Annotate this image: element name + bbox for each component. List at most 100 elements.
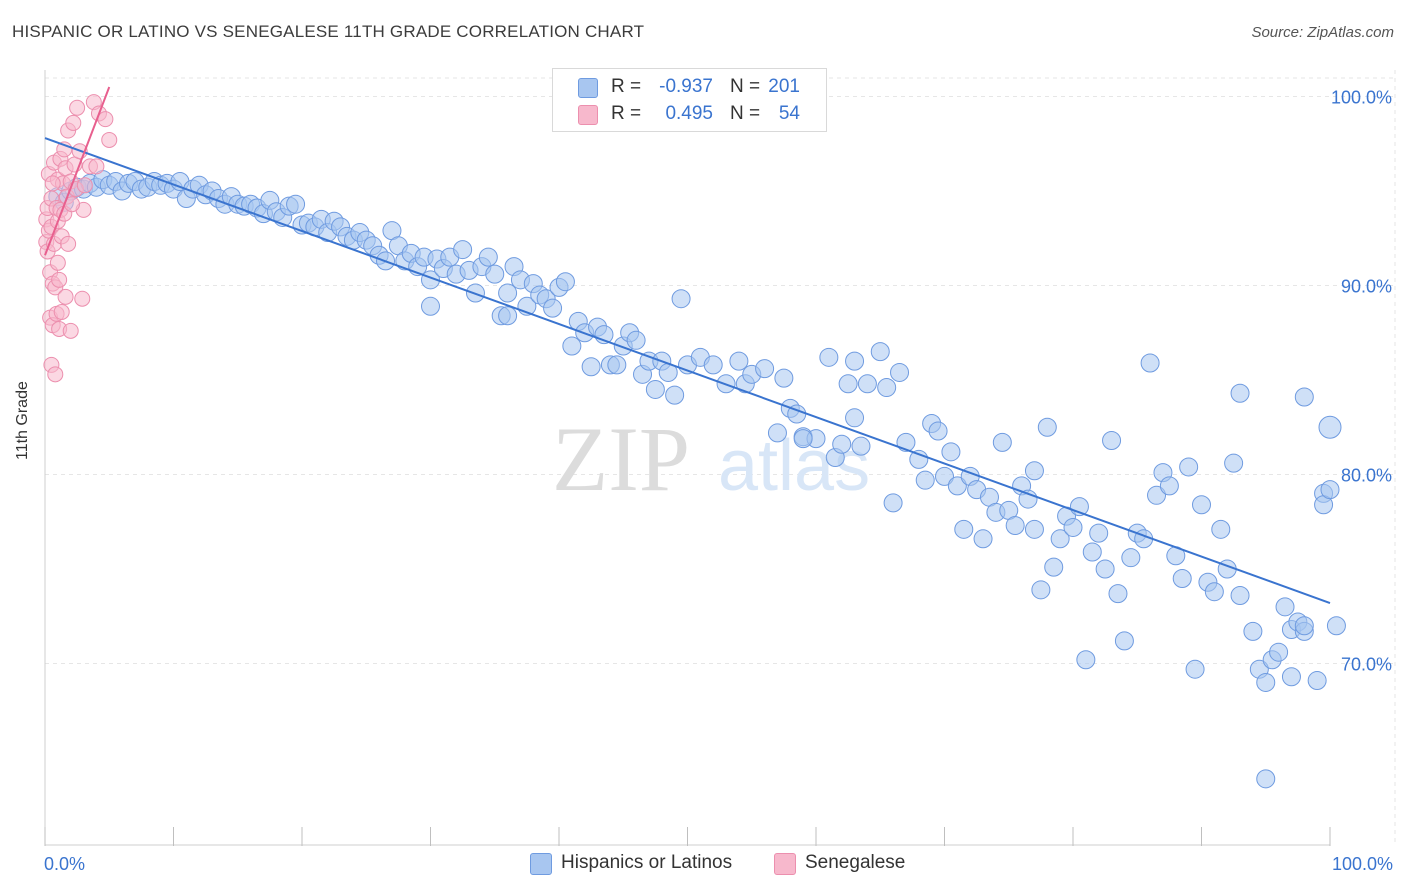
- point-hispanic: [581, 357, 601, 377]
- bottom-legend-swatch-senegalese: [774, 853, 796, 875]
- stats-legend: R = -0.937 N = 201 R = 0.495 N = 54: [552, 68, 827, 132]
- point-hispanic: [562, 336, 582, 356]
- watermark-zip: ZIP: [552, 408, 690, 510]
- point-hispanic: [838, 374, 858, 394]
- point-hispanic: [1159, 476, 1179, 496]
- point-senegalese: [74, 290, 91, 307]
- point-senegalese: [44, 175, 61, 192]
- point-hispanic: [1095, 559, 1115, 579]
- point-hispanic: [851, 436, 871, 456]
- point-hispanic: [1050, 529, 1070, 549]
- point-hispanic: [1037, 417, 1057, 437]
- y-tick-label: 100.0%: [1331, 87, 1392, 107]
- trend-lines: [44, 86, 1331, 604]
- y-tick-label: 80.0%: [1341, 466, 1392, 486]
- point-hispanic: [947, 476, 967, 496]
- point-hispanic: [703, 355, 723, 375]
- point-hispanic: [671, 289, 691, 309]
- point-hispanic: [890, 362, 910, 382]
- point-hispanic: [845, 351, 865, 371]
- point-hispanic: [1121, 548, 1141, 568]
- point-hispanic: [915, 470, 935, 490]
- source-label: Source: ZipAtlas.com: [1251, 24, 1394, 41]
- point-hispanic: [845, 408, 865, 428]
- point-hispanic: [555, 272, 575, 292]
- point-hispanic: [954, 519, 974, 539]
- point-hispanic: [485, 264, 505, 284]
- legend-r-value: 0.495: [665, 103, 713, 124]
- tick-labels: 70.0% 80.0% 90.0% 100.0% 0.0% 100.0%: [44, 87, 1393, 874]
- point-hispanic: [973, 529, 993, 549]
- point-senegalese: [101, 131, 118, 148]
- point-senegalese: [49, 254, 66, 271]
- point-hispanic: [1326, 616, 1346, 636]
- point-hispanic: [857, 374, 877, 394]
- y-tick-label: 90.0%: [1341, 276, 1392, 296]
- point-senegalese: [47, 366, 64, 383]
- legend-row-hispanic: R = -0.937 N = 201: [553, 74, 826, 102]
- point-hispanic: [1230, 585, 1250, 605]
- point-hispanic: [1320, 480, 1340, 500]
- point-hispanic: [928, 421, 948, 441]
- bottom-legend-swatch-hispanic: [530, 853, 552, 875]
- point-hispanic: [793, 429, 813, 449]
- point-hispanic: [896, 432, 916, 452]
- point-hispanic: [665, 385, 685, 405]
- point-senegalese: [62, 322, 79, 339]
- legend-r-label: R =: [611, 103, 642, 124]
- legend-swatch-hispanic: [578, 78, 598, 98]
- point-hispanic: [1307, 671, 1327, 691]
- point-senegalese: [51, 271, 68, 288]
- x-tick-label-max: 100.0%: [1332, 854, 1393, 874]
- y-axis-title: 11th Grade: [14, 381, 31, 460]
- point-hispanic: [1269, 642, 1289, 662]
- point-hispanic: [935, 466, 954, 486]
- point-hispanic: [1211, 519, 1231, 539]
- point-hispanic: [1192, 495, 1211, 515]
- point-hispanic: [1005, 516, 1025, 536]
- point-hispanic: [1294, 616, 1314, 636]
- point-hispanic: [1275, 597, 1295, 617]
- legend-row-senegalese: R = 0.495 N = 54: [553, 101, 826, 129]
- point-hispanic: [877, 378, 897, 398]
- point-hispanic: [819, 347, 839, 367]
- axes: [44, 70, 1331, 846]
- trend-line-senegalese: [44, 86, 111, 256]
- point-senegalese: [69, 99, 86, 116]
- point-hispanic: [774, 368, 794, 388]
- point-hispanic: [286, 194, 306, 214]
- point-hispanic: [1179, 457, 1199, 477]
- point-hispanic: [729, 351, 749, 371]
- data-points: [38, 94, 1346, 789]
- point-hispanic: [1108, 584, 1128, 604]
- point-hispanic: [1281, 667, 1301, 687]
- bottom-legend-label-hispanic: Hispanics or Latinos: [561, 852, 733, 873]
- point-hispanic: [1294, 387, 1314, 407]
- point-hispanic: [543, 298, 563, 318]
- point-hispanic: [1024, 519, 1044, 539]
- point-senegalese: [97, 111, 114, 128]
- point-senegalese: [53, 303, 70, 320]
- point-hispanic: [1185, 659, 1205, 679]
- point-hispanic: [1089, 523, 1109, 543]
- chart-title: HISPANIC OR LATINO VS SENEGALESE 11TH GR…: [12, 22, 645, 41]
- point-hispanic: [1256, 672, 1276, 692]
- point-senegalese: [57, 288, 74, 305]
- point-hispanic: [498, 283, 518, 303]
- point-senegalese: [65, 114, 82, 131]
- point-hispanic: [755, 359, 775, 379]
- y-tick-label: 70.0%: [1341, 655, 1392, 675]
- point-hispanic: [1140, 353, 1160, 373]
- point-hispanic: [909, 449, 929, 469]
- point-hispanic: [883, 493, 903, 513]
- legend-swatch-senegalese: [578, 105, 598, 125]
- legend-n-label: N =: [730, 103, 761, 124]
- point-hispanic: [478, 247, 498, 267]
- point-hispanic: [941, 442, 961, 462]
- point-senegalese: [88, 158, 105, 175]
- point-hispanic: [1318, 415, 1342, 439]
- point-hispanic: [607, 355, 627, 375]
- point-senegalese: [76, 177, 93, 194]
- point-hispanic: [832, 434, 852, 454]
